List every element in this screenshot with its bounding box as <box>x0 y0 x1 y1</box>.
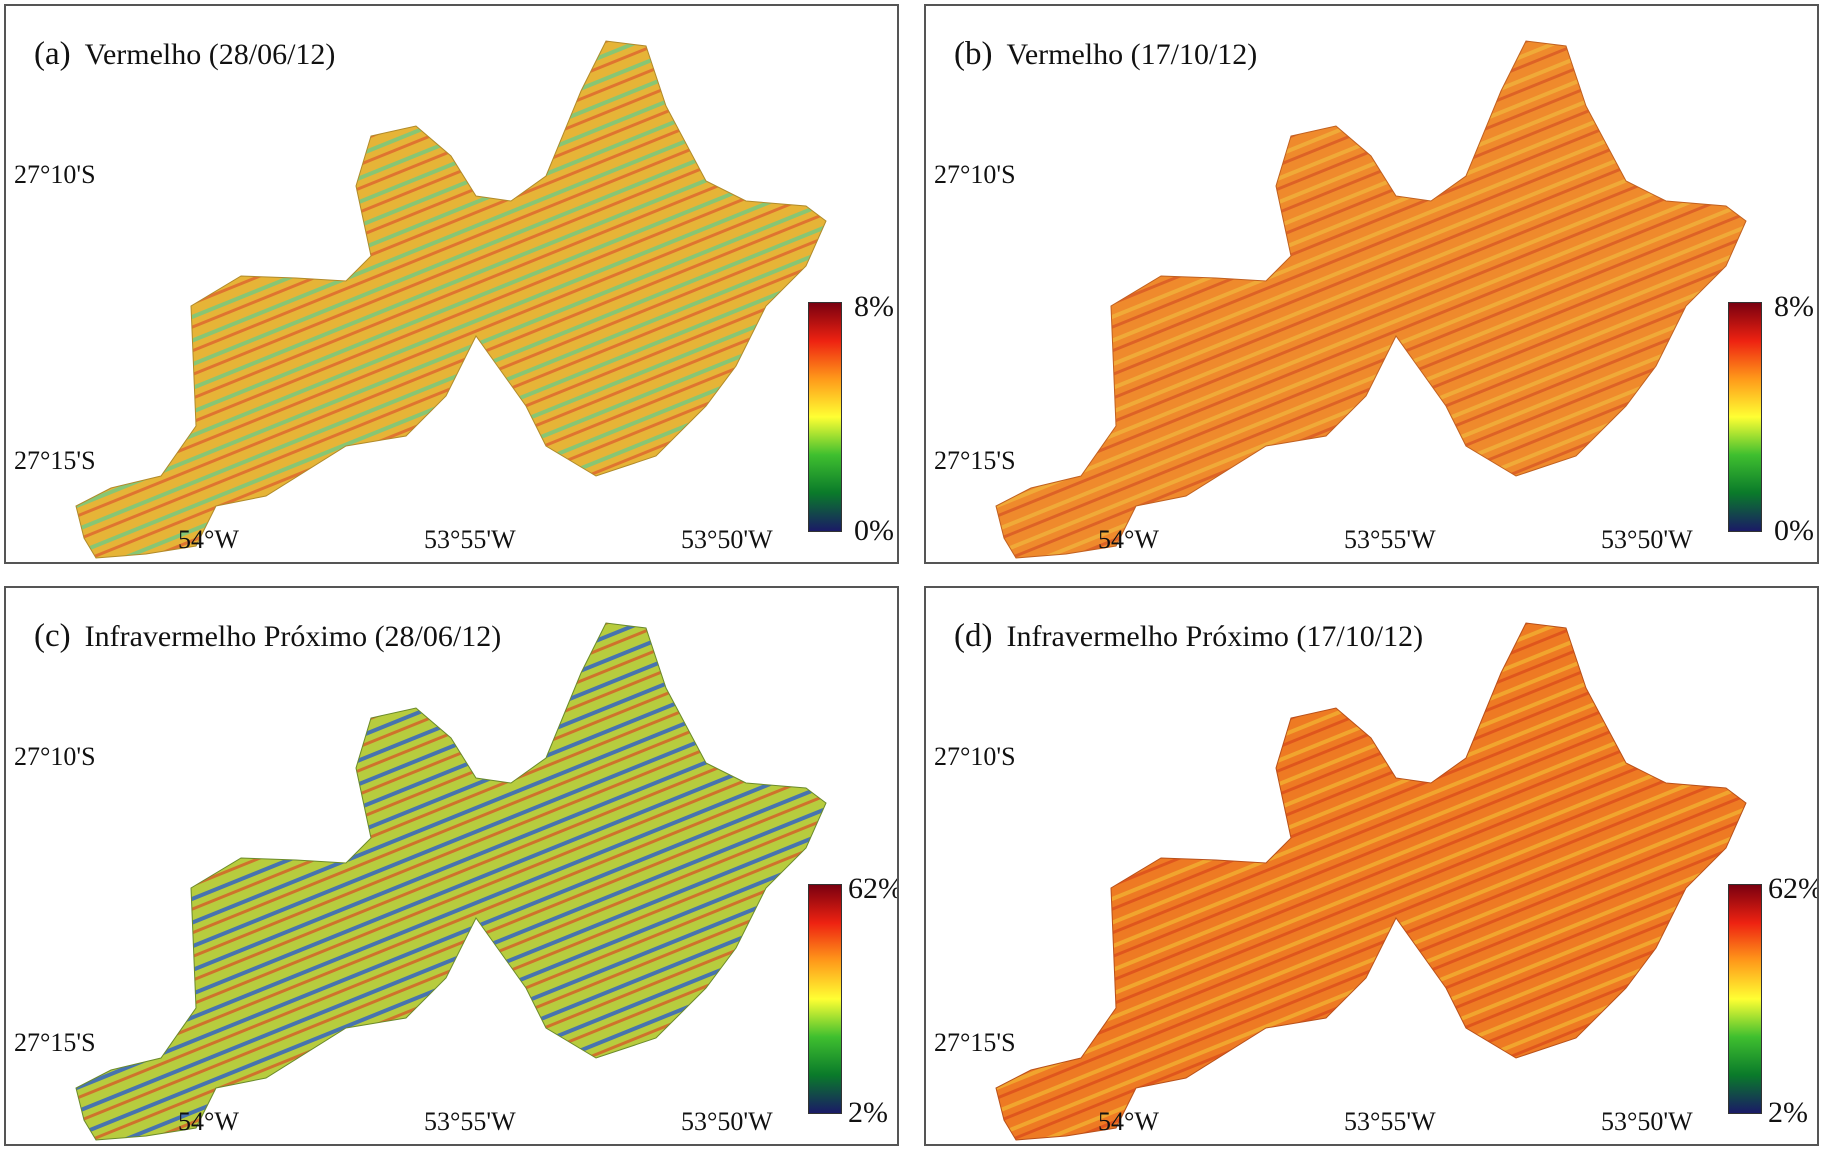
colorbar-min-c: 2% <box>848 1096 888 1129</box>
colorbar-b <box>1728 302 1762 532</box>
colorbar-min-b: 0% <box>1774 514 1814 547</box>
lon-label-5355: 53°55'W <box>1344 525 1436 554</box>
lon-label-5350: 53°50'W <box>681 1107 773 1136</box>
lat-label-15: 27°15'S <box>14 1028 96 1057</box>
panel-title-d: (d) Infravermelho Próximo (17/10/12) <box>954 618 1424 654</box>
colorbar-min-a: 0% <box>854 514 894 547</box>
lat-label-10: 27°10'S <box>14 160 96 189</box>
colorbar-max-d: 62% <box>1768 872 1819 905</box>
lat-label-15: 27°15'S <box>934 446 1016 475</box>
colorbar-d <box>1728 884 1762 1114</box>
map-image-a <box>75 40 827 559</box>
map-panel-d: (d) Infravermelho Próximo (17/10/12) 27°1… <box>924 586 1819 1146</box>
map-image-b <box>995 40 1747 559</box>
lat-label-10: 27°10'S <box>14 742 96 771</box>
colorbar-c <box>808 884 842 1114</box>
lon-label-54: 54°W <box>178 525 239 554</box>
lat-label-15: 27°15'S <box>934 1028 1016 1057</box>
lon-label-5355: 53°55'W <box>424 1107 516 1136</box>
lon-label-5350: 53°50'W <box>1601 1107 1693 1136</box>
panel-title-b: (b) Vermelho (17/10/12) <box>954 36 1258 72</box>
lon-label-54: 54°W <box>1098 1107 1159 1136</box>
lon-label-54: 54°W <box>178 1107 239 1136</box>
map-panel-c: (c) Infravermelho Próximo (28/06/12) 27°1… <box>4 586 899 1146</box>
map-panel-b: (b) Vermelho (17/10/12) 27°10'S 27°15'S 5… <box>924 4 1819 564</box>
lon-label-5350: 53°50'W <box>681 525 773 554</box>
lat-label-10: 27°10'S <box>934 160 1016 189</box>
region-shape-b <box>995 40 1747 559</box>
colorbar-max-b: 8% <box>1774 290 1814 323</box>
lat-label-10: 27°10'S <box>934 742 1016 771</box>
colorbar-a <box>808 302 842 532</box>
map-image-c <box>75 622 827 1141</box>
lon-label-54: 54°W <box>1098 525 1159 554</box>
region-shape-a <box>75 40 827 559</box>
lon-label-5355: 53°55'W <box>424 525 516 554</box>
region-shape-d <box>995 622 1747 1141</box>
lon-label-5350: 53°50'W <box>1601 525 1693 554</box>
panel-title-a: (a) Vermelho (28/06/12) <box>34 36 336 72</box>
lat-label-15: 27°15'S <box>14 446 96 475</box>
map-panel-a: (a) Vermelho (28/06/12) 27°10'S 27°15'S 5… <box>4 4 899 564</box>
colorbar-max-c: 62% <box>848 872 899 905</box>
colorbar-max-a: 8% <box>854 290 894 323</box>
panel-title-c: (c) Infravermelho Próximo (28/06/12) <box>34 618 502 654</box>
colorbar-min-d: 2% <box>1768 1096 1808 1129</box>
map-image-d <box>995 622 1747 1141</box>
lon-label-5355: 53°55'W <box>1344 1107 1436 1136</box>
region-shape-c <box>75 622 827 1141</box>
